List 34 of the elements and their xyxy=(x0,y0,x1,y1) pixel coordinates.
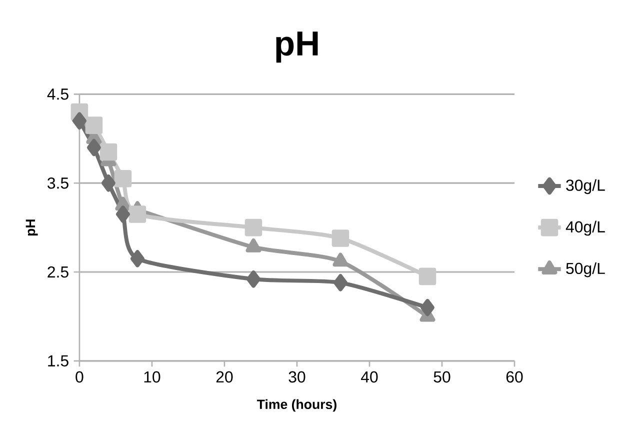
point xyxy=(86,138,101,156)
x-tick-label: 60 xyxy=(506,371,523,382)
x-tick-label: 40 xyxy=(360,371,378,382)
legend-label: 30g/L xyxy=(566,179,605,194)
y-tick-label: 3.5 xyxy=(48,177,68,189)
x-tick-label: 50 xyxy=(434,371,450,382)
point xyxy=(332,229,350,247)
point xyxy=(244,218,262,236)
chart-title: pH xyxy=(276,31,318,62)
point xyxy=(116,205,130,223)
y-axis-title: pH xyxy=(26,219,38,236)
point xyxy=(246,270,260,288)
point xyxy=(418,268,436,285)
point xyxy=(101,174,116,192)
point xyxy=(85,116,103,134)
x-tick-label: 30 xyxy=(288,371,306,382)
point xyxy=(72,112,86,130)
point xyxy=(334,274,348,292)
point xyxy=(130,250,144,268)
x-tick-label: 10 xyxy=(144,371,160,382)
point xyxy=(100,143,118,160)
y-tick-label: 2.5 xyxy=(48,266,68,278)
x-tick-label: 0 xyxy=(76,371,84,382)
x-axis-title: Time (hours) xyxy=(256,399,336,412)
point xyxy=(420,298,434,316)
legend-label: 40g/L xyxy=(566,220,605,236)
point xyxy=(332,252,348,266)
point xyxy=(114,170,132,188)
point xyxy=(128,205,146,223)
x-tick-label: 20 xyxy=(216,371,233,382)
y-tick-label: 1.5 xyxy=(48,355,68,366)
point xyxy=(246,238,262,252)
legend-label: 50g/L xyxy=(566,262,605,278)
y-tick-label: 4.5 xyxy=(47,88,68,100)
